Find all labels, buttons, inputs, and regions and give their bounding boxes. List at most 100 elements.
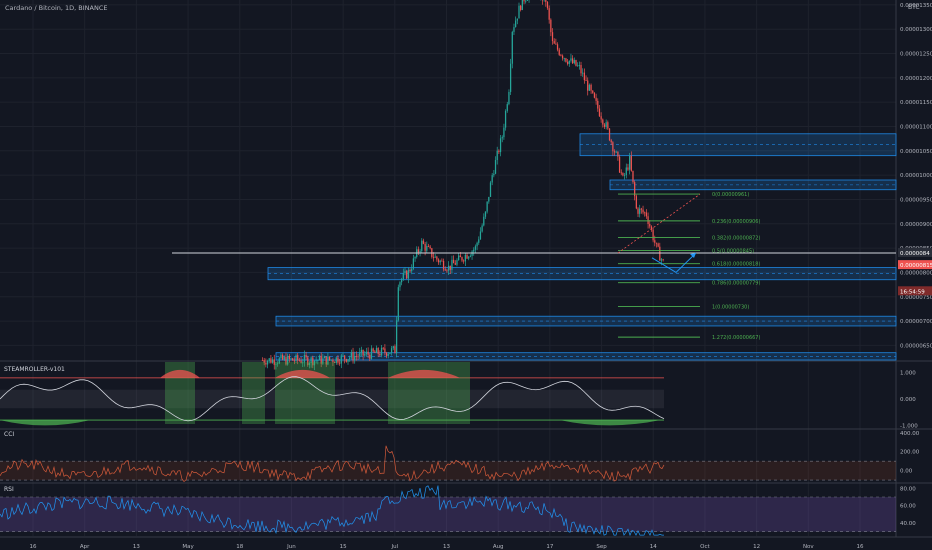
candle-body [473, 249, 475, 252]
candle-body [600, 116, 602, 120]
candle-body [483, 216, 485, 226]
candle-body [520, 5, 522, 11]
candle-body [422, 240, 425, 244]
candle-body [265, 362, 267, 365]
candle-body [278, 358, 280, 364]
candle-body [515, 20, 517, 28]
candle-body [328, 356, 331, 360]
candle-body [486, 201, 488, 212]
candle-body [417, 249, 420, 253]
price-tick-label: 0.00001300 [900, 27, 932, 33]
candle-body [401, 279, 403, 283]
candle-body [595, 97, 597, 101]
rsi-tick-label: 60.00 [900, 504, 916, 510]
candle-body [603, 124, 606, 127]
candle-body [565, 58, 567, 62]
projection-arrow[interactable] [651, 252, 697, 274]
candle-body [570, 58, 572, 61]
candle-body [516, 18, 518, 21]
candle-body [632, 170, 634, 183]
candle-body [545, 0, 547, 2]
time-tick-label: Sep [596, 544, 607, 550]
candle-body [508, 91, 510, 105]
candle-body [397, 287, 399, 321]
osc-red-hump [160, 369, 200, 378]
candle-body [625, 167, 627, 176]
candle-body [312, 357, 314, 366]
candle-body [380, 347, 383, 356]
time-tick-label: Aug [493, 544, 504, 550]
fib-level-label: 0.5(0.00000845) [712, 249, 754, 255]
candle-body [270, 358, 272, 363]
candle-body [370, 348, 373, 359]
candle-body [454, 263, 456, 265]
time-tick-label: Apr [80, 544, 90, 550]
candle-body [615, 151, 617, 153]
candle-body [501, 137, 503, 139]
candle-body [300, 360, 302, 363]
candle-body [466, 255, 468, 259]
rsi-line [0, 485, 664, 537]
candle-body [337, 357, 339, 363]
candle-body [630, 155, 632, 171]
candle-body [297, 355, 299, 361]
candle-body [637, 208, 639, 214]
price-tag-box [898, 260, 932, 270]
candle-body [395, 320, 398, 354]
candle-body [518, 5, 520, 19]
candle-body [325, 356, 327, 365]
candle-body [634, 182, 636, 197]
cci-tick-label: 200.00 [900, 450, 920, 456]
candle-body [623, 175, 626, 176]
candle-body [342, 355, 344, 357]
candle-body [295, 355, 297, 361]
candle-body [281, 354, 284, 360]
candle-body [285, 357, 287, 365]
price-tick-label: 0.00000800 [900, 270, 932, 276]
candle-body [426, 245, 428, 251]
price-tag-box [898, 247, 932, 257]
candle-body [635, 196, 637, 209]
grid-lines [0, 0, 932, 538]
candle-body [602, 119, 604, 125]
price-tags: 0.0000084 0.00000815 16:54:59 [898, 247, 932, 296]
candle-body [394, 346, 396, 354]
osc-green-zone [242, 362, 265, 424]
fib-level-label: 0.382(0.00000872) [712, 235, 760, 241]
candle-body [437, 259, 440, 263]
candle-body [305, 354, 307, 358]
candle-body [652, 229, 654, 241]
time-axis[interactable]: 16 Apr 13 May 18 Jun 15 Jul 13 Aug 17 Sep 14 Oct 12 Nov… [30, 544, 864, 550]
time-tick-label: 12 [753, 544, 760, 550]
price-tick-label: 0.00001350 [900, 3, 932, 9]
candle-body [628, 155, 631, 170]
candle-body [587, 80, 589, 91]
candle-body [491, 175, 493, 183]
candle-body [642, 209, 644, 213]
candle-body [429, 246, 431, 249]
candle-body [283, 357, 285, 360]
projection-path [651, 252, 697, 274]
candle-body [452, 259, 455, 264]
candle-body [655, 242, 658, 244]
time-tick-label: 16 [30, 544, 37, 550]
candle-body [261, 360, 264, 361]
osc-tick-label: 1.000 [900, 371, 916, 377]
fib-retracement[interactable]: 0(0.00000961) 0.236(0.00000906) 0.382(0.00… [617, 192, 760, 341]
fib-level-label: 1.272(0.00000667) [712, 335, 760, 341]
candle-body [513, 27, 515, 32]
price-axis[interactable]: 0.00001350 0.00001300 0.00001250 0.00001200… [900, 3, 932, 350]
candle-body [523, 0, 525, 2]
candle-body [468, 256, 470, 259]
candle-body [446, 270, 448, 272]
candle-body [444, 269, 446, 271]
fib-trend-line [617, 193, 701, 254]
candle-body [385, 352, 388, 356]
cci-line [0, 445, 665, 483]
candle-body [275, 364, 277, 365]
candle-body [583, 72, 586, 81]
cci-pane: 400.00 200.00 0.00 [0, 431, 920, 483]
candle-body [469, 255, 472, 257]
candle-body [526, 0, 529, 1]
